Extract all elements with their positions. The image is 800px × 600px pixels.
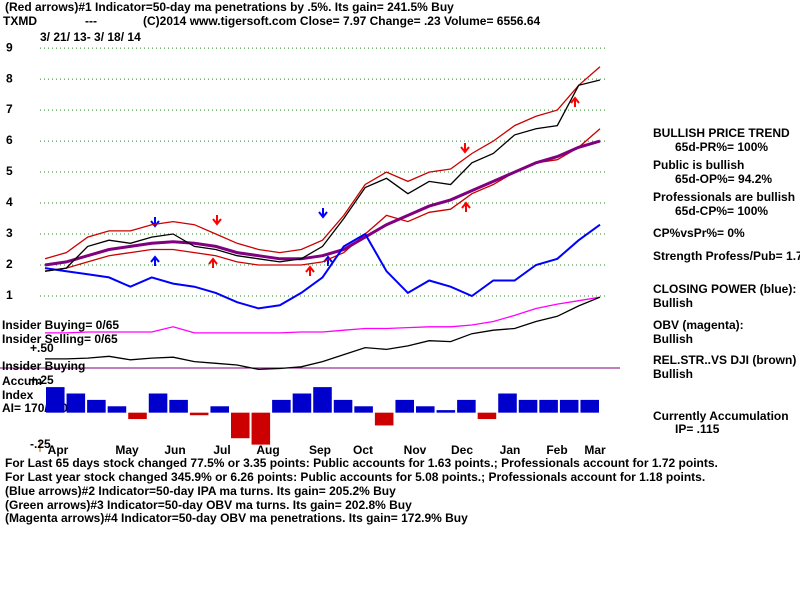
footer-text: (Magenta arrows)#4 Indicator=50-day OBV …: [5, 511, 468, 525]
y-tick-label: 8: [6, 71, 13, 85]
x-tick-label: Aug: [256, 443, 279, 457]
y-tick-label: +.50: [30, 341, 54, 355]
side-text: IP= .115: [675, 422, 720, 436]
bar: [333, 399, 353, 413]
bar: [313, 387, 332, 413]
series-line: [45, 296, 601, 371]
side-text: 65d-OP%= 94.2%: [675, 172, 772, 186]
arrows: [150, 96, 580, 276]
x-tick-label: Nov: [404, 443, 427, 457]
side-text: CP%vsPr%= 0%: [653, 226, 745, 240]
series-line: [44, 66, 601, 260]
footer-text: (Blue arrows)#2 Indicator=50-day IPA ma …: [5, 484, 396, 498]
bar: [477, 412, 497, 420]
side-text: Bullish: [653, 296, 693, 310]
side-text: Currently Accumulation: [653, 409, 789, 423]
side-text: CLOSING POWER (blue):: [653, 282, 796, 296]
bar: [231, 412, 250, 439]
left-text: Insider Buying= 0/65: [2, 318, 119, 332]
footer-text: For Last 65 days stock changed 77.5% or …: [5, 456, 718, 470]
y-tick-label: 9: [6, 40, 13, 54]
bar: [251, 412, 271, 445]
left-text: Accum: [2, 374, 42, 388]
series-line: [44, 79, 601, 272]
side-text: Public is bullish: [653, 158, 744, 172]
x-tick-label: Oct: [353, 443, 373, 457]
y-tick-label: 5: [6, 164, 13, 178]
left-text: Insider Selling= 0/65: [2, 332, 118, 346]
bar: [457, 399, 476, 413]
bar: [128, 412, 147, 420]
side-text: BULLISH PRICE TREND: [653, 126, 790, 140]
x-tick-label: Dec: [451, 443, 473, 457]
series-line: [45, 296, 601, 334]
side-text: OBV (magenta):: [653, 318, 744, 332]
x-tick-label: Mar: [584, 443, 606, 457]
x-tick-label: May: [115, 443, 139, 457]
bar: [395, 399, 414, 413]
bar: [107, 406, 127, 413]
bar: [354, 406, 373, 413]
bar: [498, 393, 517, 413]
bar: [518, 399, 538, 413]
bar: [374, 412, 394, 426]
header-info: (C)2014 www.tigersoft.com Close= 7.97 Ch…: [143, 14, 540, 28]
side-text: Professionals are bullish: [653, 190, 795, 204]
y-tick-label: 7: [6, 102, 13, 116]
footer-text: For Last year stock changed 345.9% or 6.…: [5, 470, 705, 484]
bar: [210, 406, 229, 413]
bar: [436, 410, 456, 413]
side-text: Strength Profess/Pub= 1.7: [653, 249, 800, 263]
side-text: 65d-CP%= 100%: [675, 204, 768, 218]
side-text: REL.STR..VS DJI (brown): [653, 353, 796, 367]
bar: [292, 393, 312, 413]
y-tick-label: -.25: [30, 437, 51, 451]
side-text: 65d-PR%= 100%: [675, 140, 768, 154]
bar: [580, 399, 599, 413]
series-line: [44, 128, 601, 272]
y-tick-label: 6: [6, 133, 13, 147]
x-tick-label: Apr: [48, 443, 69, 457]
y-tick-label: 4: [6, 195, 13, 209]
side-text: Bullish: [653, 367, 693, 381]
y-tick-label: 2: [6, 257, 13, 271]
footer-text: (Green arrows)#3 Indicator=50-day OBV ma…: [5, 498, 412, 512]
bar: [559, 399, 579, 413]
date-range: 3/ 21/ 13- 3/ 18/ 14: [40, 30, 141, 44]
series-line: [44, 139, 601, 267]
bar: [66, 393, 86, 413]
bar: [46, 387, 65, 413]
dashes: ---: [85, 14, 97, 28]
x-tick-label: Feb: [546, 443, 567, 457]
side-text: Bullish: [653, 332, 693, 346]
y-tick-label: 3: [6, 226, 13, 240]
x-tick-label: Jan: [500, 443, 521, 457]
bar: [148, 393, 168, 413]
bar: [87, 399, 106, 413]
bar: [416, 406, 435, 413]
x-tick-label: Sep: [309, 443, 331, 457]
bar: [169, 399, 188, 413]
bar: [189, 412, 209, 416]
bar: [272, 399, 291, 413]
y-tick-label: 1: [6, 288, 13, 302]
symbol: TXMD: [3, 14, 37, 28]
series-line: [44, 223, 601, 310]
left-text: Insider Buying: [2, 359, 85, 373]
x-tick-label: Jun: [164, 443, 185, 457]
x-tick-label: Jul: [213, 443, 230, 457]
y-tick-label: +.25: [30, 373, 54, 387]
left-text: Index: [2, 388, 34, 402]
header-line: (Red arrows)#1 Indicator=50-day ma penet…: [5, 0, 454, 14]
bar: [539, 399, 558, 413]
